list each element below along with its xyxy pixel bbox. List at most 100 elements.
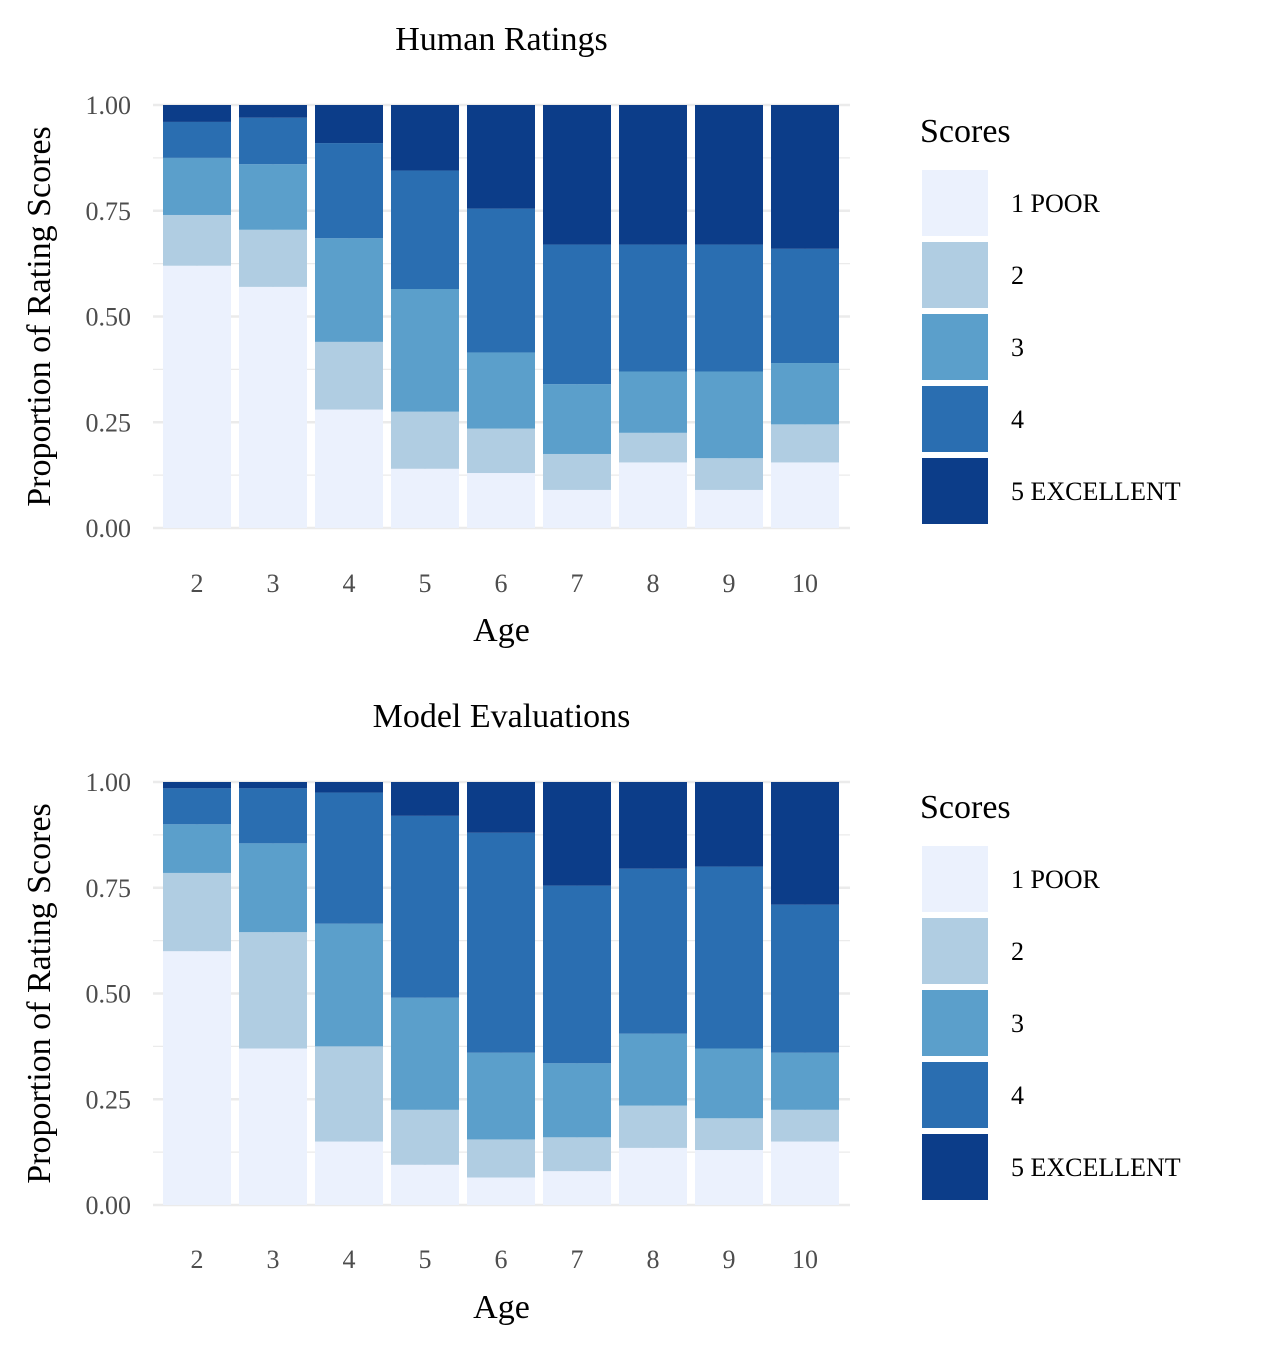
bar-segment xyxy=(619,1033,687,1106)
bar-segment xyxy=(771,248,839,364)
bar-segment xyxy=(467,1139,535,1178)
legend-swatch xyxy=(922,1134,988,1200)
bar-segment xyxy=(771,424,839,463)
panel-model-evaluations: 0.00 0.25 0.50 0.75 1.00 2 3 4 5 6 7 8 9 10 Model Eval… xyxy=(21,698,1181,1326)
legend-swatch xyxy=(922,918,988,984)
bar-segment xyxy=(239,229,307,287)
x-tick-label: 5 xyxy=(419,1245,432,1274)
x-tick-label: 4 xyxy=(343,569,356,598)
y-tick-label: 0.00 xyxy=(86,514,132,543)
legend-swatch xyxy=(922,170,988,236)
bar-segment xyxy=(543,1171,611,1205)
bar-segment xyxy=(391,105,459,171)
bar-segment xyxy=(391,411,459,469)
bar-segment xyxy=(391,997,459,1110)
y-tick-label: 0.75 xyxy=(86,197,132,226)
x-tick-label: 6 xyxy=(495,569,508,598)
bar-segment xyxy=(543,885,611,1064)
y-tick-label: 1.00 xyxy=(86,768,132,797)
bar-segment xyxy=(163,214,231,266)
x-tick-label: 3 xyxy=(267,1245,280,1274)
x-tick-label: 9 xyxy=(723,1245,736,1274)
y-tick-label: 0.25 xyxy=(86,1085,132,1114)
bar-segment xyxy=(239,782,307,789)
bar-segment xyxy=(543,1063,611,1138)
bar-segment xyxy=(239,788,307,844)
bar-segment xyxy=(391,468,459,528)
legend-swatch xyxy=(922,846,988,912)
bar-segment xyxy=(163,824,231,873)
bar-segment xyxy=(695,458,763,490)
legend-label: 4 xyxy=(1011,1081,1024,1110)
legend-swatch xyxy=(922,386,988,452)
bar-segment xyxy=(163,951,231,1205)
bar-segment xyxy=(163,788,231,825)
legend: Scores 1 POOR 2 3 4 5 EXCELLENT xyxy=(920,113,1181,524)
x-tick-label: 10 xyxy=(792,569,818,598)
bar-segment xyxy=(239,105,307,118)
chart-title: Human Ratings xyxy=(395,21,607,58)
bar-segment xyxy=(543,384,611,454)
x-axis: 2 3 4 5 6 7 8 9 10 xyxy=(191,1245,819,1274)
bar-segment xyxy=(695,371,763,459)
bar-segment xyxy=(467,208,535,353)
x-tick-label: 6 xyxy=(495,1245,508,1274)
x-tick-label: 2 xyxy=(191,569,204,598)
bar-segment xyxy=(619,1147,687,1205)
bars xyxy=(163,105,839,528)
x-axis: 2 3 4 5 6 7 8 9 10 xyxy=(191,569,819,598)
bar-segment xyxy=(315,1046,383,1142)
bar-segment xyxy=(467,352,535,429)
bar-segment xyxy=(467,473,535,528)
legend-label: 1 POOR xyxy=(1011,865,1101,894)
bar-segment xyxy=(695,1150,763,1205)
y-axis-title: Proportion of Rating Scores xyxy=(21,803,58,1184)
y-tick-label: 0.50 xyxy=(86,980,132,1009)
legend-label: 5 EXCELLENT xyxy=(1011,1153,1181,1182)
y-tick-label: 0.50 xyxy=(86,303,132,332)
bar-segment xyxy=(695,866,763,1049)
bar-segment xyxy=(163,157,231,215)
bar-segment xyxy=(315,782,383,793)
legend-swatch xyxy=(922,314,988,380)
bar-segment xyxy=(391,1164,459,1205)
bar-segment xyxy=(619,244,687,372)
bar-segment xyxy=(771,904,839,1053)
y-tick-label: 0.25 xyxy=(86,408,132,437)
bar-segment xyxy=(315,341,383,410)
legend-label: 3 xyxy=(1011,333,1024,362)
x-tick-label: 2 xyxy=(191,1245,204,1274)
bar-segment xyxy=(315,409,383,528)
bar-segment xyxy=(619,782,687,869)
bar-segment xyxy=(467,782,535,833)
legend-label: 1 POOR xyxy=(1011,189,1101,218)
bar-segment xyxy=(163,105,231,122)
bars xyxy=(163,782,839,1205)
x-tick-label: 10 xyxy=(792,1245,818,1274)
bar-segment xyxy=(315,238,383,342)
bar-segment xyxy=(543,105,611,245)
bar-segment xyxy=(239,164,307,230)
bar-segment xyxy=(695,105,763,245)
x-tick-label: 5 xyxy=(419,569,432,598)
bar-segment xyxy=(619,462,687,528)
bar-segment xyxy=(239,843,307,933)
x-axis-title: Age xyxy=(473,612,530,649)
bar-segment xyxy=(771,363,839,425)
bar-segment xyxy=(695,244,763,372)
legend-title: Scores xyxy=(920,113,1011,150)
bar-segment xyxy=(543,782,611,886)
bar-segment xyxy=(543,244,611,385)
bar-segment xyxy=(315,923,383,1047)
bar-segment xyxy=(619,371,687,433)
bar-segment xyxy=(163,782,231,789)
legend-label: 4 xyxy=(1011,405,1024,434)
legend-title: Scores xyxy=(920,789,1011,826)
bar-segment xyxy=(239,932,307,1049)
bar-segment xyxy=(467,428,535,474)
legend-label: 3 xyxy=(1011,1009,1024,1038)
y-tick-label: 0.00 xyxy=(86,1191,132,1220)
legend-label: 2 xyxy=(1011,261,1024,290)
x-tick-label: 4 xyxy=(343,1245,356,1274)
bar-segment xyxy=(239,117,307,165)
